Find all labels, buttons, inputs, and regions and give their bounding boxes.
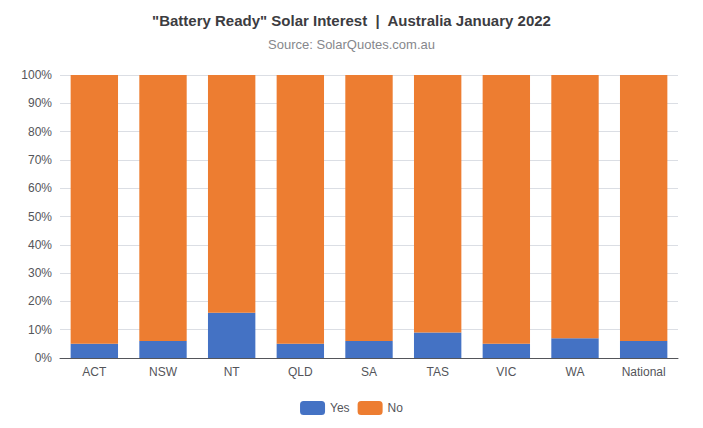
svg-text:VIC: VIC (496, 365, 516, 379)
svg-text:80%: 80% (28, 125, 52, 139)
svg-text:WA: WA (566, 365, 585, 379)
svg-text:0%: 0% (35, 351, 53, 365)
svg-text:70%: 70% (28, 153, 52, 167)
svg-text:National: National (622, 365, 666, 379)
svg-text:10%: 10% (28, 323, 52, 337)
svg-text:NT: NT (224, 365, 241, 379)
svg-text:90%: 90% (28, 96, 52, 110)
svg-text:Yes: Yes (330, 401, 350, 415)
svg-text:SA: SA (361, 365, 377, 379)
svg-text:NSW: NSW (149, 365, 178, 379)
svg-text:40%: 40% (28, 238, 52, 252)
svg-text:30%: 30% (28, 266, 52, 280)
svg-text:No: No (388, 401, 404, 415)
svg-text:Source: SolarQuotes.com.au: Source: SolarQuotes.com.au (268, 37, 435, 52)
svg-text:60%: 60% (28, 181, 52, 195)
svg-text:50%: 50% (28, 210, 52, 224)
svg-text:TAS: TAS (426, 365, 448, 379)
svg-text:"Battery Ready" Solar Interest: "Battery Ready" Solar Interest | Austral… (152, 12, 551, 29)
svg-text:20%: 20% (28, 294, 52, 308)
svg-text:100%: 100% (21, 68, 52, 82)
svg-text:ACT: ACT (82, 365, 107, 379)
svg-text:QLD: QLD (288, 365, 313, 379)
